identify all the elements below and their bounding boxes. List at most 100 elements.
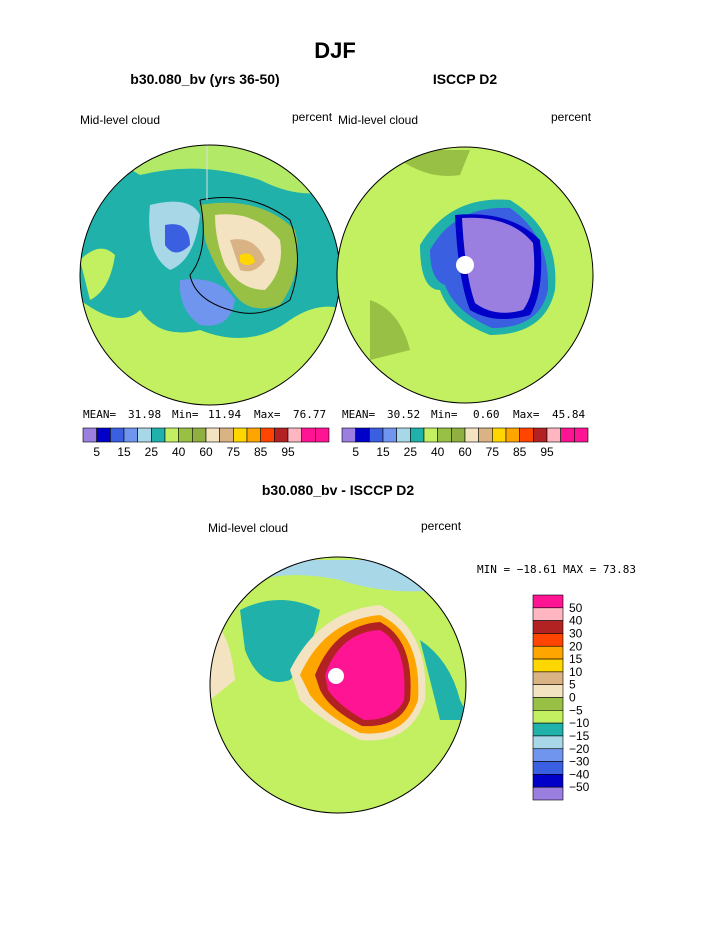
colorbar-box (192, 427, 207, 443)
left-label: Mid-level cloud (338, 113, 418, 127)
colorbar-box (532, 761, 564, 775)
stat-label: Max= (513, 408, 540, 421)
colorbar-label: 25 (404, 445, 418, 459)
colorbar-label: 95 (281, 445, 295, 459)
main-title: DJF (314, 38, 356, 63)
colorbar-box (151, 427, 166, 443)
colorbar-box (246, 427, 261, 443)
stat-value: 76.77 (293, 408, 326, 421)
colorbar-label: 85 (254, 445, 268, 459)
stat-label: MEAN= (83, 408, 116, 421)
colorbar-box (532, 607, 564, 621)
colorbar-label: −40 (569, 767, 590, 781)
colorbar-box (532, 710, 564, 724)
colorbar-box (274, 427, 289, 443)
colorbar-label: 15 (117, 445, 131, 459)
colorbar-label: 0 (569, 691, 576, 705)
colorbar-box (546, 427, 561, 443)
colorbar-box (519, 427, 534, 443)
right-label: percent (551, 110, 592, 124)
colorbar-label: 25 (145, 445, 159, 459)
colorbar-label: 15 (376, 445, 390, 459)
stat-label: Min= (431, 408, 458, 421)
map-border (336, 146, 594, 404)
colorbar-box (532, 722, 564, 737)
colorbar-label: 60 (199, 445, 213, 459)
colorbar-box (341, 427, 356, 443)
panel-title: ISCCP D2 (433, 71, 498, 87)
colorbar-box (492, 427, 507, 443)
stat-value: 30.52 (387, 408, 420, 421)
colorbar-label: 40 (569, 614, 583, 628)
stat-label: Max= (254, 408, 281, 421)
colorbar-box (315, 427, 330, 443)
colorbar-label: 20 (569, 639, 583, 653)
colorbar-label: −5 (569, 703, 583, 717)
stat-label: MEAN= (342, 408, 375, 421)
stat-value: 31.98 (128, 408, 161, 421)
colorbar-label: −10 (569, 716, 590, 730)
colorbar-box (423, 427, 438, 443)
colorbar-box (205, 427, 220, 443)
colorbar-box (410, 427, 425, 443)
colorbar-label: 10 (569, 665, 583, 679)
panel-title: b30.080_bv (yrs 36-50) (130, 71, 279, 87)
colorbar-box (532, 658, 564, 673)
colorbar-box (137, 427, 152, 443)
colorbar-label: 30 (569, 626, 583, 640)
colorbar-box (532, 735, 564, 750)
left-label: Mid-level cloud (80, 113, 160, 127)
colorbar-box (178, 427, 193, 443)
colorbar-label: −50 (569, 780, 590, 794)
map-border (209, 556, 467, 814)
colorbar-box (301, 427, 316, 443)
colorbar-box (437, 427, 452, 443)
colorbar-label: 40 (172, 445, 186, 459)
colorbar-box (533, 427, 548, 443)
colorbar-box (355, 427, 370, 443)
colorbar-box (532, 594, 564, 609)
colorbar-label: 40 (431, 445, 445, 459)
colorbar-box (219, 427, 234, 443)
colorbar-label: −20 (569, 742, 590, 756)
colorbar-box (396, 427, 411, 443)
colorbar-box (532, 786, 564, 801)
colorbar-box (532, 645, 564, 660)
colorbar-label: −30 (569, 755, 590, 769)
colorbar-label: 60 (458, 445, 472, 459)
colorbar-box (110, 427, 125, 443)
colorbar-box (260, 427, 275, 443)
colorbar-label: 85 (513, 445, 527, 459)
colorbar-box (560, 427, 575, 443)
colorbar-label: 50 (569, 601, 583, 615)
colorbar-label: 95 (540, 445, 554, 459)
colorbar-box (478, 427, 493, 443)
colorbar-box (532, 671, 564, 685)
colorbar-box (532, 633, 564, 647)
colorbar-box (287, 427, 302, 443)
colorbar-box (532, 748, 564, 762)
stat-value: 0.60 (473, 408, 500, 421)
colorbar-box (532, 620, 564, 634)
colorbar-box (96, 427, 111, 443)
colorbar-box (382, 427, 397, 443)
colorbar-box (164, 427, 179, 443)
colorbar-box (233, 427, 248, 443)
colorbar-box (464, 427, 479, 443)
stat-value: 11.94 (208, 408, 241, 421)
right-label: percent (292, 110, 333, 124)
colorbar-box (82, 427, 97, 443)
left-label: Mid-level cloud (208, 521, 288, 535)
map-diff (210, 557, 466, 813)
stat-label: Min= (172, 408, 199, 421)
colorbar-box (574, 427, 589, 443)
colorbar-box (451, 427, 466, 443)
colorbar-label: −15 (569, 729, 590, 743)
colorbar-box (532, 684, 564, 698)
colorbar-box (123, 427, 138, 443)
colorbar-box (505, 427, 520, 443)
colorbar-label: 15 (569, 652, 583, 666)
colorbar-label: 75 (486, 445, 500, 459)
